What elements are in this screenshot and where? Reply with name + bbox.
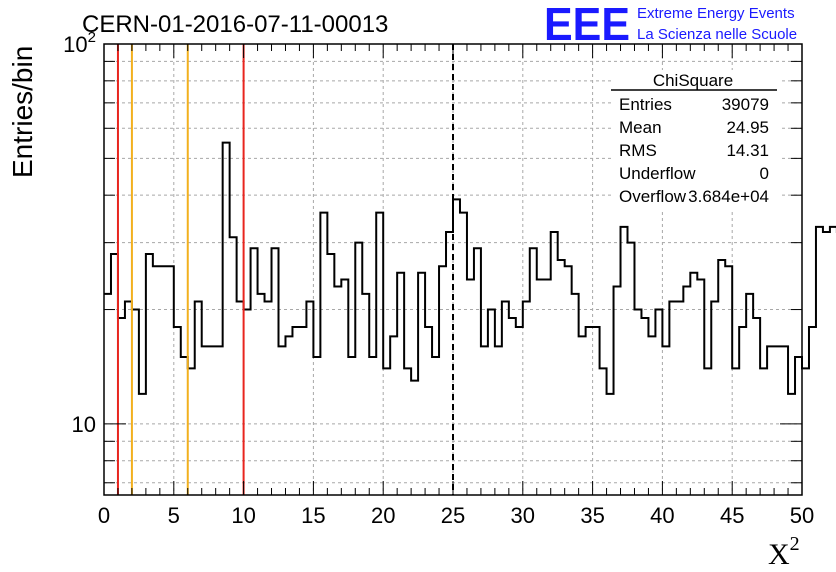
stats-box-background	[611, 70, 780, 210]
x-tick-label: 15	[301, 503, 325, 528]
stats-row-label: Underflow	[619, 164, 696, 183]
eee-logo-text: EEE	[544, 0, 630, 50]
stats-row-label: Mean	[619, 118, 662, 137]
y-tick-label: 102	[63, 29, 96, 57]
eee-logo-line2: La Scienza nelle Scuole	[637, 26, 797, 43]
y-tick-label-base: 10	[72, 412, 96, 437]
y-tick-label: 10	[72, 412, 96, 437]
x-tick-label: 40	[650, 503, 674, 528]
x-tick-label: 10	[231, 503, 255, 528]
eee-logo: EEE Extreme Energy Events La Scienza nel…	[544, 0, 797, 50]
stats-row-label: RMS	[619, 141, 657, 160]
x-tick-label: 45	[720, 503, 744, 528]
x-axis-label-base: X	[768, 538, 790, 571]
y-tick-label-exp: 2	[88, 29, 96, 46]
x-axis-label: X2	[768, 533, 800, 571]
reference-lines	[116, 44, 454, 495]
chart-title: CERN-01-2016-07-11-00013	[82, 11, 388, 38]
y-axis-label: Entries/bin	[7, 46, 38, 178]
stats-row-value: 0	[760, 164, 769, 183]
x-tick-label: 30	[511, 503, 535, 528]
stats-row-label: Entries	[619, 95, 672, 114]
x-axis-label-sup: 2	[790, 533, 800, 555]
stats-box: ChiSquare Entries 39079 Mean 24.95 RMS 14.31 U…	[611, 70, 780, 210]
stats-row-value: 3.684e+04	[688, 187, 769, 206]
histogram-outline	[104, 141, 836, 395]
stats-row-value: 39079	[722, 95, 769, 114]
x-tick-label: 25	[441, 503, 465, 528]
y-tick-label-base: 10	[63, 32, 87, 57]
stats-row-value: 14.31	[726, 141, 769, 160]
x-tick-label: 0	[98, 503, 110, 528]
stats-rows: Entries 39079 Mean 24.95 RMS 14.31 Underflow 0 O…	[619, 95, 769, 206]
x-tick-label: 35	[580, 503, 604, 528]
x-tick-label: 5	[168, 503, 180, 528]
x-tick-label: 50	[790, 503, 814, 528]
histogram	[104, 141, 836, 395]
stats-row-value: 24.95	[726, 118, 769, 137]
stats-row-label: Overflow	[619, 187, 687, 206]
x-tick-label: 20	[371, 503, 395, 528]
eee-logo-line1: Extreme Energy Events	[637, 5, 795, 22]
stats-box-title: ChiSquare	[653, 71, 733, 90]
